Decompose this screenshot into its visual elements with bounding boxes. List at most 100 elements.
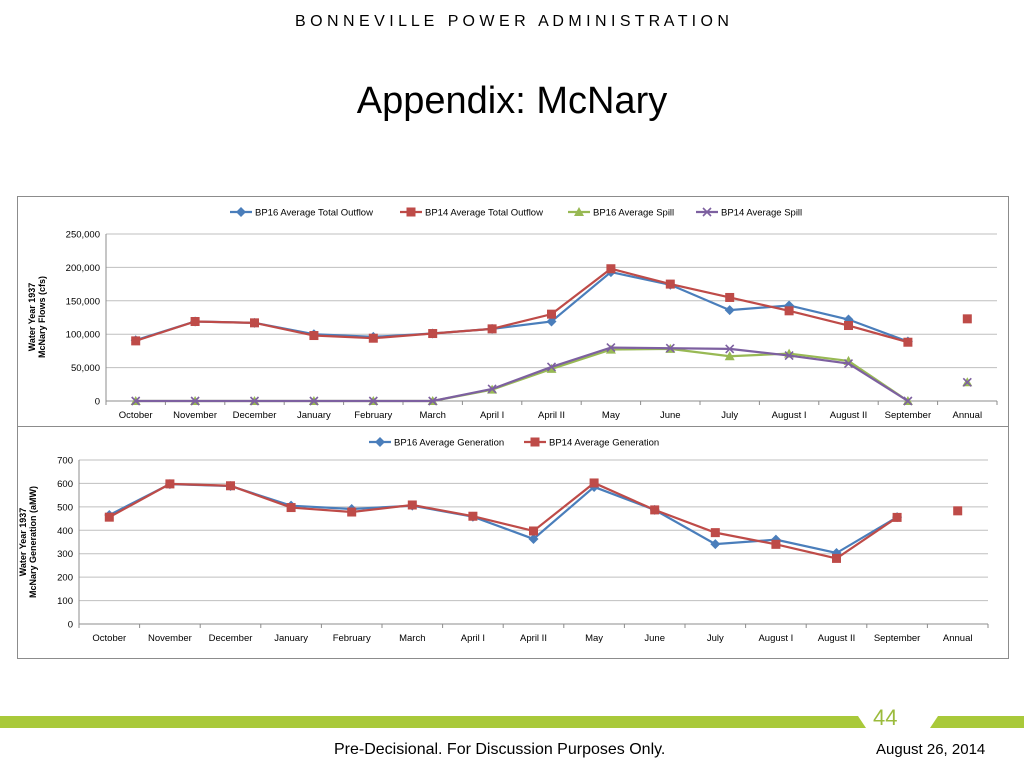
- legend-label: BP14 Average Total Outflow: [425, 208, 543, 219]
- data-point: [844, 321, 853, 331]
- x-tick-label: August I: [758, 633, 793, 644]
- x-tick-label: March: [419, 410, 445, 421]
- x-tick-label: Annual: [953, 410, 983, 421]
- data-point: [165, 479, 175, 489]
- legend-label: BP16 Average Total Outflow: [255, 208, 373, 219]
- y-axis-title: Water Year 1937: [18, 508, 28, 577]
- y-tick-label: 500: [57, 502, 73, 513]
- series-line: [108, 481, 898, 560]
- x-tick-label: November: [173, 410, 217, 421]
- organization-banner: B O N N E V I L L E P O W E R A D M I N …: [295, 13, 729, 30]
- data-point: [892, 512, 902, 522]
- data-point: [309, 331, 319, 341]
- data-point: [725, 292, 735, 302]
- data-point: [903, 396, 913, 406]
- data-point: [428, 329, 438, 339]
- y-tick-label: 100,000: [66, 330, 100, 341]
- accent-bar: [0, 716, 1024, 728]
- x-tick-label: December: [209, 633, 253, 644]
- series-bp14-average-total-outflow: [131, 264, 972, 347]
- data-point: [784, 351, 794, 361]
- data-point: [286, 503, 296, 513]
- data-point: [547, 309, 556, 319]
- x-tick-label: December: [233, 410, 277, 421]
- data-point: [650, 505, 660, 515]
- legend-label: BP16 Average Generation: [394, 438, 504, 449]
- data-point: [428, 396, 438, 406]
- y-tick-label: 0: [68, 620, 73, 631]
- y-tick-label: 600: [57, 479, 73, 490]
- data-point: [665, 279, 675, 289]
- y-tick-label: 150,000: [66, 296, 100, 307]
- y-axis-title: McNary Flows (cfs): [37, 276, 47, 358]
- data-point: [953, 506, 963, 516]
- series-line: [135, 346, 909, 403]
- x-tick-label: April II: [538, 410, 565, 421]
- chart-frame: [17, 196, 1009, 659]
- data-point: [546, 363, 557, 373]
- series-bp16-average-spill: [130, 343, 973, 405]
- data-point: [528, 533, 539, 544]
- chart-divider: [17, 426, 1009, 427]
- data-point: [468, 511, 478, 521]
- data-point: [226, 481, 235, 491]
- data-point: [710, 528, 720, 538]
- x-tick-label: April I: [480, 410, 504, 421]
- legend-label: BP16 Average Spill: [593, 208, 674, 219]
- legend-marker: [236, 207, 246, 217]
- x-tick-label: May: [602, 410, 620, 421]
- legend-marker: [574, 207, 584, 216]
- legend-marker: [702, 207, 712, 217]
- legend-label: BP14 Average Generation: [549, 438, 659, 449]
- x-tick-label: March: [399, 633, 425, 644]
- y-tick-label: 300: [57, 549, 73, 560]
- data-point: [487, 384, 497, 394]
- y-axis-title: Water Year 1937: [27, 283, 37, 352]
- y-axis-title: McNary Generation (aMW): [28, 486, 38, 598]
- data-point: [724, 351, 735, 361]
- data-point: [407, 500, 417, 510]
- x-tick-label: July: [721, 410, 738, 421]
- data-point: [368, 333, 378, 343]
- data-point: [606, 264, 616, 274]
- x-tick-label: April I: [461, 633, 485, 644]
- x-tick-label: August II: [830, 410, 868, 421]
- data-point: [665, 343, 675, 353]
- chart-1: 0 50,000 100,000 150,000 200,000 250,000 Octob…: [27, 207, 998, 421]
- legend-label: BP14 Average Spill: [721, 208, 802, 219]
- data-point: [546, 316, 557, 327]
- legend-marker: [530, 437, 540, 447]
- y-tick-label: 200,000: [66, 263, 100, 274]
- data-point: [104, 512, 114, 522]
- x-tick-label: November: [148, 633, 192, 644]
- x-tick-label: June: [644, 633, 665, 644]
- chart-2: 0 100 200 300 400 500 600 700 October November Dec…: [18, 437, 989, 644]
- data-point: [546, 362, 557, 372]
- x-tick-label: Annual: [943, 633, 973, 644]
- y-tick-label: 200: [57, 573, 73, 584]
- x-tick-label: May: [585, 633, 603, 644]
- data-point: [843, 359, 854, 369]
- y-tick-label: 400: [57, 526, 73, 537]
- x-tick-label: September: [874, 633, 920, 644]
- data-point: [605, 344, 616, 354]
- x-tick-label: February: [333, 633, 371, 644]
- y-tick-label: 50,000: [71, 363, 100, 374]
- legend-marker: [375, 437, 385, 447]
- data-point: [529, 526, 538, 536]
- x-tick-label: January: [274, 633, 308, 644]
- y-tick-label: 100: [57, 596, 73, 607]
- data-point: [903, 337, 913, 347]
- series-bp14-average-spill: [131, 342, 972, 406]
- x-tick-label: August I: [772, 410, 807, 421]
- data-point: [724, 305, 735, 316]
- data-point: [771, 539, 781, 549]
- data-point: [250, 318, 259, 328]
- data-point: [606, 342, 616, 353]
- data-point: [589, 478, 599, 488]
- data-point: [962, 314, 972, 324]
- data-point: [725, 344, 735, 354]
- footer-date: August 26, 2014: [876, 741, 986, 758]
- x-tick-label: June: [660, 410, 681, 421]
